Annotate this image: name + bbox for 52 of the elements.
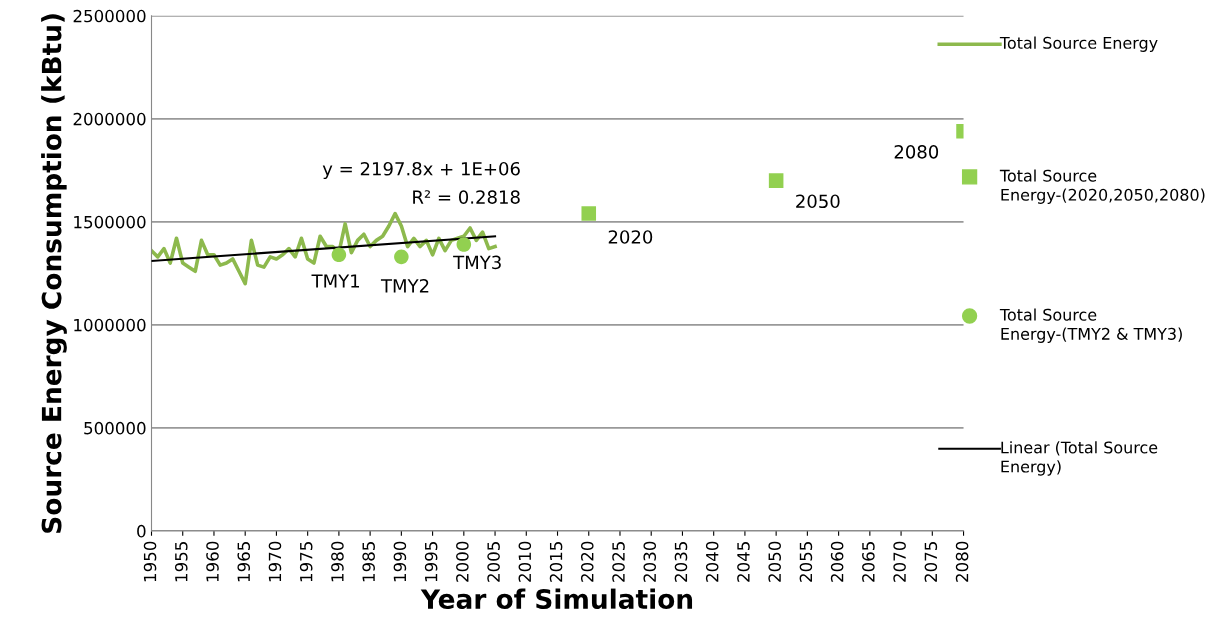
x-tick-label: 1985 xyxy=(362,542,375,582)
annotation: R² = 0.2818 xyxy=(413,190,520,204)
x-tick-label: 1990 xyxy=(393,541,407,582)
y-tick-label: 2000000 xyxy=(73,112,146,126)
x-tick-label: 2055 xyxy=(799,542,813,582)
legend-label: Total Source Energy-(TMY2 & TMY3) xyxy=(999,308,1182,343)
annotation: 2020 xyxy=(608,230,653,244)
x-tick-label: 2000 xyxy=(456,541,469,582)
x-tick-label: 1975 xyxy=(299,542,313,582)
x-tick-label: 2065 xyxy=(862,542,875,582)
x-tick-label: 2020 xyxy=(580,541,594,582)
x-tick-label: 1995 xyxy=(424,542,438,582)
point xyxy=(394,249,409,265)
point xyxy=(456,237,472,252)
x-tick-label: 1960 xyxy=(206,541,219,582)
x-tick-label: 2025 xyxy=(612,542,625,582)
x-tick-label: 2030 xyxy=(643,541,657,582)
legend-label: Total Source Energy-(2020,2050,2080) xyxy=(999,169,1205,204)
x-tick-label: 1965 xyxy=(237,542,251,582)
point xyxy=(581,206,597,221)
x-tick-label: 1980 xyxy=(331,541,344,582)
annotation: 2050 xyxy=(796,194,840,209)
x-tick-label: 1950 xyxy=(143,541,157,582)
y-axis-title: Source Energy Consumption (kBtu) xyxy=(41,14,67,533)
legend-label: Linear (Total Source Energy) xyxy=(1001,441,1158,476)
x-tick-label: 2080 xyxy=(955,541,969,582)
x-tick-label: 2010 xyxy=(518,541,532,582)
annotation: TMY1 xyxy=(311,274,360,288)
x-tick-label: 2015 xyxy=(549,542,563,582)
x-tick-label: 2075 xyxy=(924,542,938,582)
y-tick-label: 1000000 xyxy=(74,318,146,332)
annotation: TMY3 xyxy=(453,255,501,270)
x-tick-label: 2035 xyxy=(674,542,688,582)
x-tick-label: 2050 xyxy=(768,541,781,582)
x-tick-label: 2040 xyxy=(705,541,719,582)
x-tick-label: 2070 xyxy=(893,541,906,582)
y-tick-label: 1500000 xyxy=(74,215,146,229)
y-tick-label: 0 xyxy=(137,524,146,538)
annotation: TMY2 xyxy=(380,278,429,293)
x-tick-label: 1955 xyxy=(174,542,188,582)
legend-label: Total Source Energy xyxy=(999,36,1158,52)
annotation: y = 2197.8x + 1E+06 xyxy=(322,161,520,180)
x-tick-label: 2060 xyxy=(830,541,844,582)
x-tick-label: 1970 xyxy=(268,541,282,582)
x-tick-label: 2045 xyxy=(737,542,750,582)
x-axis-title: Year of Simulation xyxy=(420,588,693,609)
point xyxy=(331,247,347,263)
y-tick-label: 500000 xyxy=(84,421,146,435)
y-tick-label: 2500000 xyxy=(73,9,146,23)
x-tick-label: 2005 xyxy=(487,542,500,582)
annotation: 2080 xyxy=(894,144,939,159)
point xyxy=(768,173,784,188)
